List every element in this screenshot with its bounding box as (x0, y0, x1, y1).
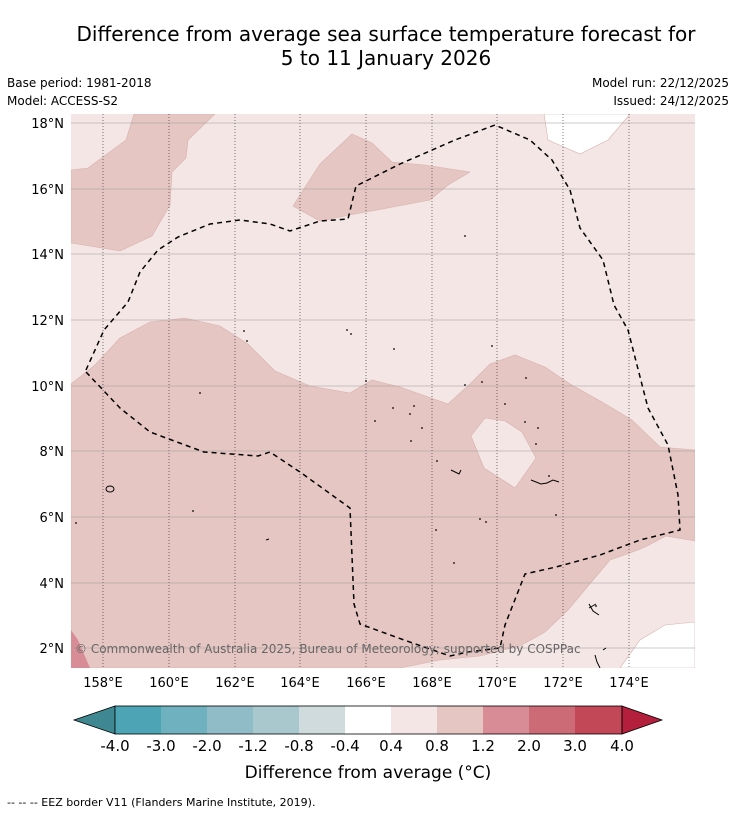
lon-label-174e: 174°E (609, 676, 649, 691)
lon-label-158e: 158°E (83, 676, 123, 691)
lat-label-8n: 8°N (40, 445, 65, 460)
map-area: © Commonwealth of Australia 2025, Bureau… (71, 114, 695, 668)
anomaly-region-north-center (292, 133, 471, 222)
lat-label-14n: 14°N (31, 248, 64, 263)
colorbar-segment (437, 706, 483, 734)
colorbar-segment (345, 706, 391, 734)
lon-label-164e: 164°E (280, 676, 320, 691)
title-line-1: Difference from average sea surface temp… (76, 22, 696, 46)
lon-labels: 158°E 160°E 162°E 164°E 166°E 168°E 170°… (83, 676, 649, 691)
lat-label-12n: 12°N (31, 314, 64, 329)
colorbar-segment (575, 706, 622, 734)
lat-label-6n: 6°N (40, 511, 65, 526)
colorbar-segment (529, 706, 575, 734)
colorbar-segment (391, 706, 437, 734)
anomaly-hole (470, 417, 537, 489)
issued-date: Issued: 24/12/2025 (613, 94, 729, 108)
anomaly-region-south (71, 317, 695, 668)
gridlines (102, 114, 630, 668)
colorbar-tick: -4.0 (100, 737, 129, 755)
lon-label-166e: 166°E (346, 676, 386, 691)
colorbar-tick: 3.0 (563, 737, 587, 755)
copyright-notice: © Commonwealth of Australia 2025, Bureau… (75, 642, 581, 656)
lon-label-170e: 170°E (477, 676, 517, 691)
lon-label-172e: 172°E (543, 676, 583, 691)
colorbar-tick: -2.0 (192, 737, 221, 755)
title-line-2: 5 to 11 January 2026 (280, 46, 492, 70)
colorbar-segment (207, 706, 253, 734)
lon-label-168e: 168°E (412, 676, 452, 691)
lat-label-10n: 10°N (31, 380, 64, 395)
lat-labels: 18°N 16°N 14°N 12°N 10°N 8°N 6°N 4°N 2°N (31, 117, 64, 657)
colorbar-segment (115, 706, 161, 734)
colorbar-tick: 0.4 (379, 737, 403, 755)
lat-label-18n: 18°N (31, 117, 64, 132)
lon-label-162e: 162°E (215, 676, 255, 691)
colorbar-segment (483, 706, 529, 734)
colorbar-segment (161, 706, 207, 734)
colorbar-segment (253, 706, 299, 734)
model-name: Model: ACCESS-S2 (7, 94, 119, 108)
colorbar-segment (299, 706, 345, 734)
lat-label-2n: 2°N (40, 642, 65, 657)
eez-border (85, 124, 681, 657)
colorbar-tick: 0.8 (425, 737, 449, 755)
colorbar-frame (114, 705, 623, 735)
anomaly-region-nw (71, 114, 216, 252)
anomaly-region-sw-corner (71, 630, 90, 668)
colorbar-tick: -0.8 (284, 737, 313, 755)
eez-legend-note: -- -- -- EEZ border V11 (Flanders Marine… (7, 796, 316, 809)
lon-label-160e: 160°E (149, 676, 189, 691)
lat-label-4n: 4°N (40, 577, 65, 592)
colorbar-title: Difference from average (°C) (244, 763, 492, 783)
colorbar-extend-high (621, 705, 664, 735)
island-dots (75, 235, 597, 607)
neutral-region-ne (543, 114, 631, 155)
island-outlines (105, 469, 607, 668)
meta-right: Model run: 22/12/2025 Issued: 24/12/2025 (592, 74, 729, 110)
model-run: Model run: 22/12/2025 (591, 76, 729, 90)
base-period: Base period: 1981-2018 (7, 76, 152, 90)
colorbar-tick: 2.0 (517, 737, 541, 755)
colorbar-tick: -1.2 (238, 737, 267, 755)
lat-gridlines (71, 122, 695, 649)
neutral-region-se (619, 621, 695, 668)
colorbar-tick: 4.0 (610, 737, 634, 755)
colorbar-extend-low (72, 705, 116, 735)
lat-label-16n: 16°N (31, 183, 64, 198)
colorbar: -4.0 -3.0 -2.0 -1.2 -0.8 -0.4 0.4 0.8 1.… (72, 705, 664, 755)
chart-title: Difference from average sea surface temp… (0, 22, 736, 70)
colorbar-tick: 1.2 (471, 737, 495, 755)
meta-left: Base period: 1981-2018 Model: ACCESS-S2 (7, 74, 152, 110)
colorbar-tick: -3.0 (146, 737, 175, 755)
colorbar-tick: -0.4 (330, 737, 359, 755)
